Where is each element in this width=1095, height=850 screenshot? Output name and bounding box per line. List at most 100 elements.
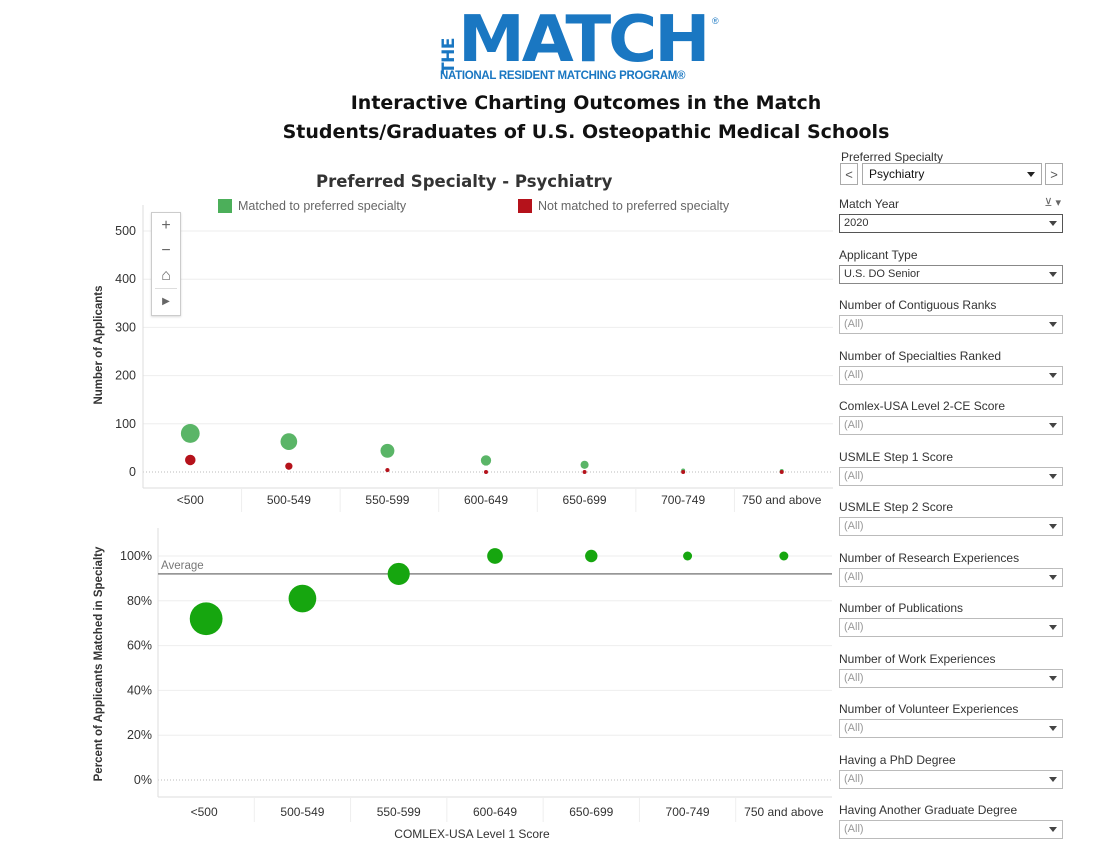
x-tick-label: 600-649 [473,805,517,819]
x-tick-label: 700-749 [661,493,705,507]
y-tick-label: 60% [127,639,152,653]
legend-matched-swatch [218,199,232,213]
percent-matched-point [585,549,598,563]
legend-not-matched-label: Not matched to preferred specialty [538,199,730,213]
matched-point [380,443,395,458]
x-tick-label: 500-549 [267,493,311,507]
filter-value: (All) [844,722,864,734]
percent-matched-chart: 0% 20% 40% 60% 80% 100% <500 500-549 550-599 600-… [93,528,832,841]
logo-subtitle: NATIONAL RESIDENT MATCHING PROGRAM® [440,70,686,82]
y-tick-label: 100% [120,549,152,563]
x-tick-label: 500-549 [280,805,324,819]
x-tick-label: 650-699 [563,493,607,507]
filter-value: (All) [844,470,864,482]
filter-dropdown[interactable]: (All) [839,315,1063,334]
applicants-count-chart: 0 100 200 300 400 500 <500 500-549 550-599 600-64… [93,205,833,512]
filter-value: (All) [844,823,864,835]
filter-label: Applicant Type [839,248,918,262]
x-tick-label: 750 and above [742,493,822,507]
filter-dropdown[interactable]: (All) [839,820,1063,839]
chart-toolbar: + − ⌂ ▶ [151,212,181,316]
chevron-down-icon [1049,827,1057,832]
filter-value: (All) [844,369,864,381]
page-title: Interactive Charting Outcomes in the Mat… [350,92,822,114]
zoom-out-icon[interactable]: − [161,241,171,259]
not-matched-point [484,470,488,474]
matched-point [480,455,492,466]
chevron-down-icon [1049,726,1057,731]
average-label: Average [161,560,204,572]
percent-matched-point [387,562,410,586]
not-matched-point [285,462,293,470]
legend-matched[interactable]: Matched to preferred specialty [218,199,406,213]
filter-dropdown[interactable]: (All) [839,669,1063,688]
matched-point [580,460,589,469]
zoom-in-icon[interactable]: + [161,216,171,234]
chevron-down-icon [1049,423,1057,428]
x-tick-label: 550-599 [377,805,421,819]
percent-matched-point [683,551,693,561]
filter-dropdown[interactable]: U.S. DO Senior [839,265,1063,284]
chevron-down-icon [1027,172,1035,177]
x-tick-label: 550-599 [365,493,409,507]
y-tick-label: 0% [134,773,152,787]
x-tick-label: 600-649 [464,493,508,507]
filter-dropdown[interactable]: (All) [839,416,1063,435]
filter-label: Number of Volunteer Experiences [839,702,1019,716]
chevron-down-icon [1049,272,1057,277]
y-tick-label: 80% [127,594,152,608]
chevron-down-icon [1049,373,1057,378]
chart-title: Preferred Specialty - Psychiatry [316,172,613,191]
filter-value: (All) [844,621,864,633]
play-icon[interactable]: ▶ [162,296,170,307]
filter-dropdown[interactable]: (All) [839,517,1063,536]
filter-label: USMLE Step 1 Score [839,450,954,464]
filter-value: (All) [844,520,864,532]
filter-dropdown[interactable]: 2020 [839,214,1063,233]
filter-dropdown[interactable]: (All) [839,467,1063,486]
filter-value: (All) [844,571,864,583]
next-specialty-button[interactable]: > [1045,163,1063,185]
percent-matched-point [189,602,223,636]
percent-matched-point [487,548,503,564]
filter-label: Number of Publications [839,601,964,615]
y-tick-label: 40% [127,683,152,697]
y-tick-label: 500 [115,224,136,238]
x-tick-label: 700-749 [666,805,710,819]
x-tick-label: 650-699 [569,805,613,819]
filter-dropdown[interactable]: (All) [839,568,1063,587]
filter-dropdown[interactable]: (All) [839,618,1063,637]
chevron-down-icon [1049,474,1057,479]
home-icon[interactable]: ⌂ [161,266,171,284]
chevron-down-icon [1049,322,1057,327]
not-matched-point [185,454,196,466]
nrmp-logo: THE MATCH ® NATIONAL RESIDENT MATCHING P… [439,4,720,88]
preferred-specialty-value: Psychiatry [869,167,925,181]
filter-dropdown[interactable]: (All) [839,719,1063,738]
legend-not-matched[interactable]: Not matched to preferred specialty [518,199,729,213]
not-matched-point [779,470,784,474]
not-matched-point [681,470,686,474]
chevron-down-icon [1049,625,1057,630]
filter-label: Having Another Graduate Degree [839,803,1018,817]
chevron-down-icon [1049,524,1057,529]
preferred-specialty-select[interactable]: Psychiatry [862,163,1042,185]
clear-filter-icon[interactable]: ⊻ ▾ [1044,197,1061,209]
filter-dropdown[interactable]: (All) [839,770,1063,789]
y-axis-label: Number of Applicants [93,285,105,404]
filter-label: Having a PhD Degree [839,753,956,767]
filter-value: (All) [844,419,864,431]
y-tick-label: 200 [115,369,136,383]
x-tick-label: <500 [177,493,204,507]
matched-point [180,424,200,443]
page-subtitle: Students/Graduates of U.S. Osteopathic M… [282,121,890,143]
y-axis-label: Percent of Applicants Matched in Special… [93,546,105,781]
percent-matched-point [288,584,317,613]
not-matched-point [385,467,390,473]
filter-value: 2020 [844,217,869,229]
filter-dropdown[interactable]: (All) [839,366,1063,385]
x-tick-label: 750 and above [744,805,824,819]
prev-specialty-button[interactable]: < [840,163,858,185]
filter-value: U.S. DO Senior [844,268,920,280]
legend-not-matched-swatch [518,199,532,213]
